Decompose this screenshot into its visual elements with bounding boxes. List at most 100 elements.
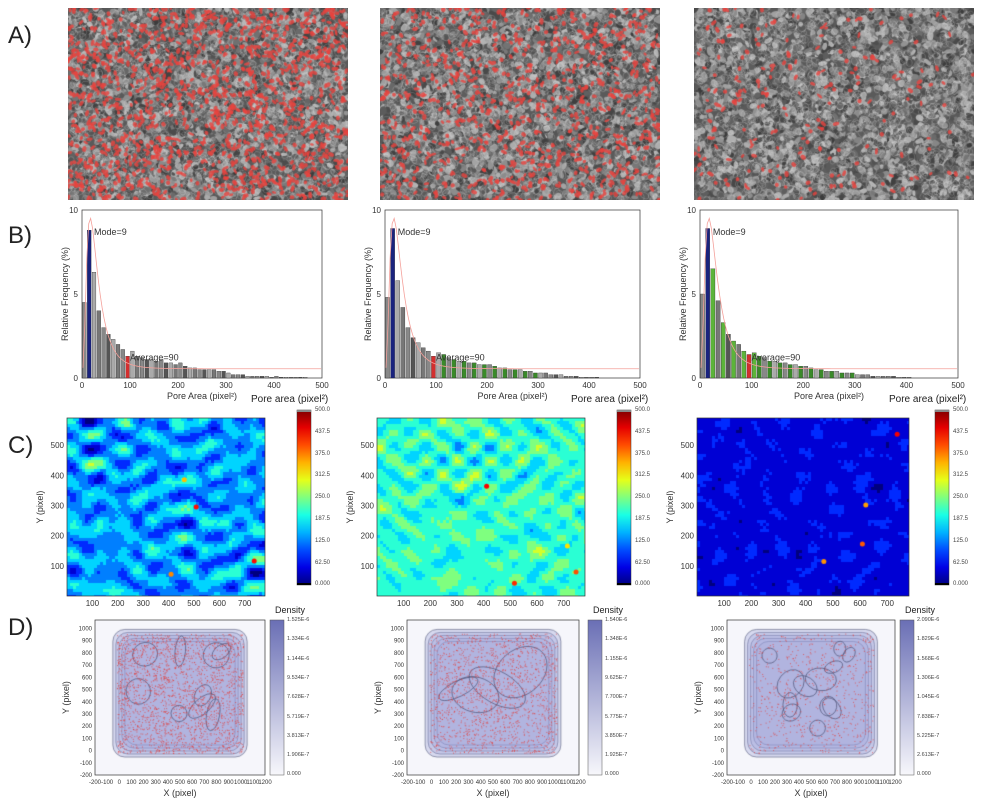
colorbar-title: Pore area (pixel²) (571, 394, 649, 405)
colorbar-tick-label: 375.0 (635, 450, 651, 457)
x-tick-label: 0 (118, 780, 122, 786)
histogram-bar (736, 344, 741, 379)
colorbar-tick-label: 250.0 (953, 494, 969, 501)
y-tick-label: 700 (82, 663, 93, 669)
colorbar-tick-label: 437.5 (315, 428, 331, 435)
histogram-bar (154, 361, 159, 379)
x-tick-label: 300 (151, 780, 162, 786)
colorbar-tick-label: 437.5 (953, 428, 969, 435)
y-tick-label: 300 (681, 501, 695, 510)
x-tick-label: 300 (463, 780, 474, 786)
y-tick-label: 400 (82, 700, 93, 706)
histogram-bar (803, 366, 809, 379)
histogram-bar (173, 364, 178, 379)
histogram-bar (135, 356, 140, 379)
histogram-bar (782, 362, 788, 379)
colorbar-tick-label: 125.0 (953, 537, 969, 544)
x-tick-label: 400 (794, 780, 805, 786)
histogram-bar (250, 376, 255, 379)
y-axis-label: Relative Frequency (%) (60, 247, 70, 341)
x-tick-label: -200 (89, 780, 102, 786)
y-tick-label: -100 (392, 761, 405, 767)
x-tick-label: 600 (818, 780, 829, 786)
y-tick-label: -200 (80, 773, 93, 779)
histogram-bar (512, 369, 518, 379)
y-tick-label: 800 (82, 651, 93, 657)
colorbar-tick-label: 7.700E-7 (605, 694, 628, 701)
x-tick-label: 900 (537, 780, 548, 786)
y-tick-label: 300 (714, 712, 725, 718)
colorbar-tick-label: 0.000 (315, 581, 331, 588)
x-tick-label: 700 (830, 780, 841, 786)
colorbar-tick-label: 1.155E-6 (605, 655, 628, 662)
y-tick-label: 1000 (391, 627, 405, 633)
pore-area-contour-map (697, 418, 909, 596)
y-tick-label: 200 (51, 532, 65, 541)
y-tick-label: -100 (712, 761, 725, 767)
histogram-bar (240, 374, 245, 379)
y-axis-label: Relative Frequency (%) (678, 247, 688, 341)
colorbar-tick-label: 2.090E-6 (917, 617, 940, 623)
histogram-bar (507, 369, 513, 379)
micrograph-image (68, 8, 348, 200)
colorbar-tick-label: 9.625E-7 (605, 674, 628, 681)
colorbar-tick-label: 62.50 (315, 559, 331, 566)
histogram-bar (875, 376, 881, 379)
average-annotation: Average=90 (130, 352, 179, 362)
histogram-bar (293, 377, 298, 379)
x-tick-label: 300 (450, 599, 464, 608)
colorbar-min-swatch (297, 583, 311, 585)
y-tick-label: 900 (714, 639, 725, 645)
colorbar (587, 619, 603, 776)
x-tick-label: 900 (854, 780, 865, 786)
histogram-bar (855, 374, 860, 379)
histogram-bar (568, 376, 574, 379)
histogram-bar (159, 359, 164, 379)
histogram-bar (221, 371, 226, 379)
histogram-bar (798, 366, 803, 379)
histogram-bar (211, 369, 217, 379)
histogram-bar (456, 361, 462, 379)
colorbar-tick-label: 187.5 (315, 516, 331, 522)
colorbar-title: Pore area (pixel²) (889, 394, 967, 405)
histogram-bar (720, 322, 726, 379)
y-tick-label: 200 (681, 532, 695, 541)
histogram-bar (710, 268, 716, 379)
colorbar-tick-label: 1.348E-6 (605, 636, 628, 643)
y-tick-label: 500 (51, 441, 65, 450)
colorbar-min-swatch (935, 583, 949, 585)
x-tick-label: 400 (799, 599, 813, 608)
histogram-bar (553, 374, 559, 379)
x-tick-label: 400 (900, 381, 914, 390)
x-tick-label: 1200 (258, 780, 272, 786)
histogram-bar (183, 366, 188, 379)
x-tick-label: 100 (86, 599, 100, 608)
colorbar-max-swatch (935, 410, 949, 412)
colorbar-tick-label: 187.5 (953, 516, 969, 522)
histogram-bar (528, 371, 533, 379)
colorbar-tick-label: 5.719E-7 (287, 713, 310, 720)
colorbar-tick-label: 7.838E-7 (917, 713, 940, 720)
y-axis-label: Y (pixel) (345, 491, 355, 524)
histogram-bar (125, 356, 130, 379)
plot-frame (406, 619, 580, 776)
x-axis-label: Pore Area (pixel²) (794, 391, 864, 401)
histogram-bar (482, 364, 487, 379)
y-tick-label: 1000 (79, 627, 93, 633)
x-tick-label: 0 (698, 381, 703, 390)
y-tick-label: 100 (681, 562, 695, 571)
colorbar-tick-label: 7.628E-7 (287, 694, 310, 701)
x-tick-label: 500 (826, 599, 840, 608)
colorbar-tick-label: 0.000 (287, 771, 301, 778)
histogram-bar (533, 372, 538, 379)
y-axis-label: Y (pixel) (693, 681, 703, 714)
colorbar-tick-label: 500.0 (315, 407, 331, 413)
histogram-bar (731, 340, 736, 379)
y-tick-label: 100 (394, 736, 405, 742)
plot-frame (81, 209, 323, 379)
x-tick-label: 600 (213, 599, 227, 608)
histogram-bar (788, 364, 793, 379)
x-tick-label: 100 (123, 381, 137, 390)
fit-curve (700, 216, 957, 370)
histogram-bar (451, 359, 457, 379)
